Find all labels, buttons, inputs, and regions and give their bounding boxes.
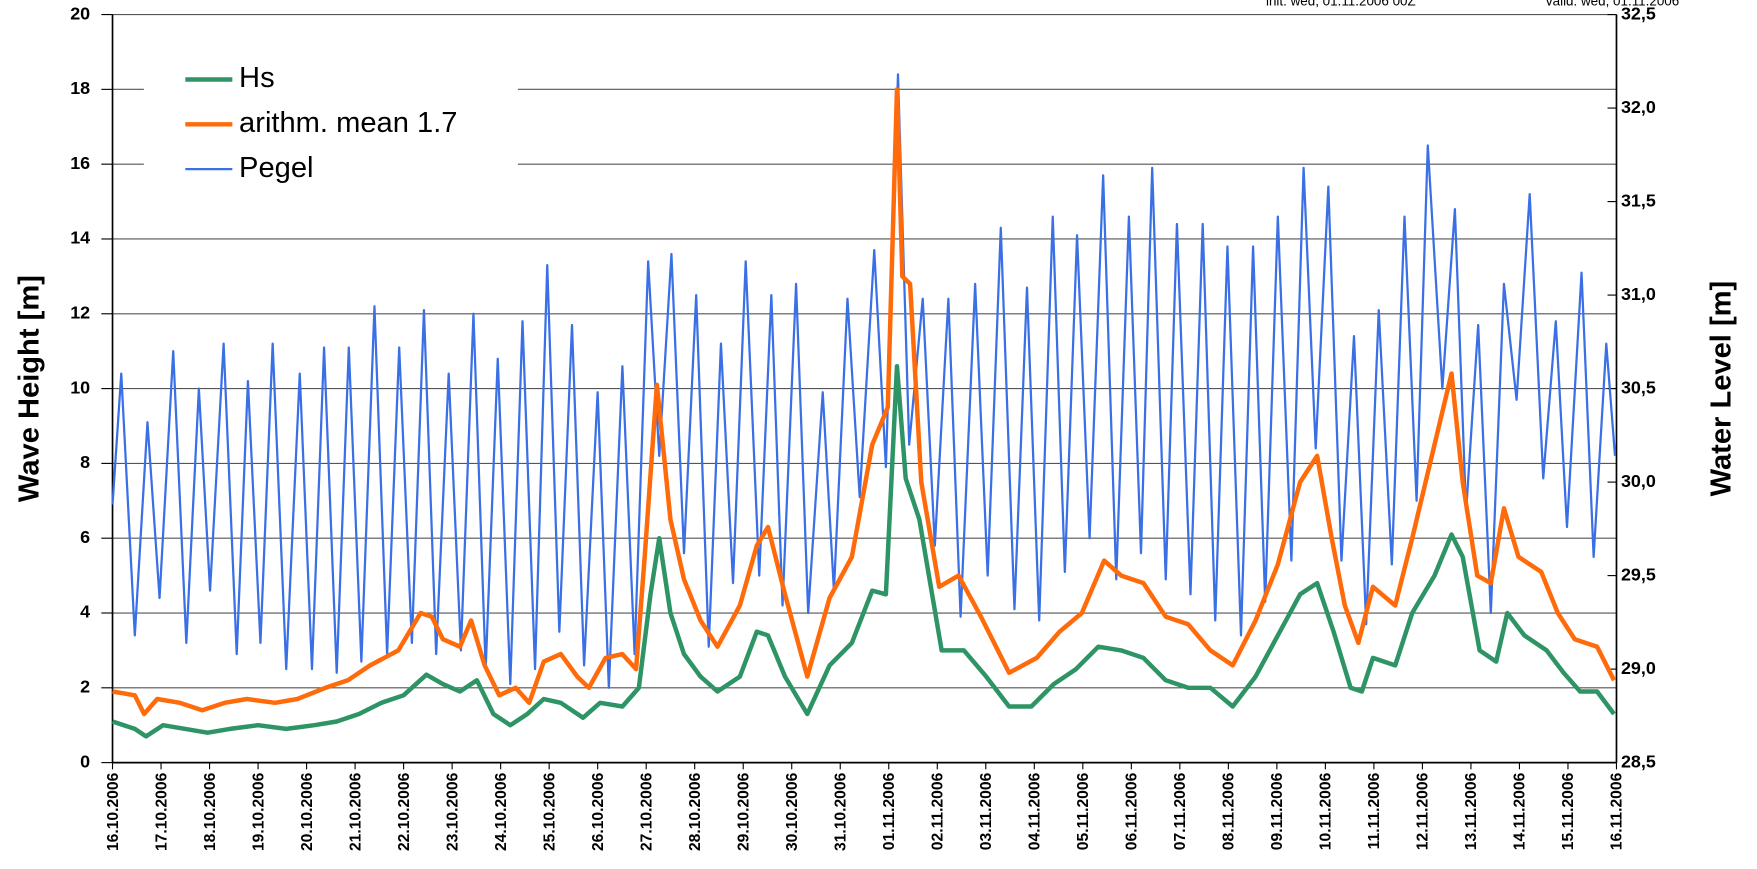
y-tick-label: 14 bbox=[70, 228, 90, 248]
x-tick-label: 09.11.2006 bbox=[1269, 772, 1286, 850]
y-tick-label: 8 bbox=[80, 452, 90, 472]
x-tick-label: 25.10.2006 bbox=[541, 772, 558, 851]
x-tick-label: 17.10.2006 bbox=[153, 772, 170, 851]
y2-tick-label: 28,5 bbox=[1621, 751, 1656, 771]
x-tick-label: 10.11.2006 bbox=[1318, 772, 1335, 850]
x-tick-label: 28.10.2006 bbox=[687, 772, 704, 851]
legend-label: arithm. mean 1.7 bbox=[239, 107, 457, 139]
y-tick-label: 12 bbox=[70, 303, 90, 323]
x-tick-label: 12.11.2006 bbox=[1415, 772, 1432, 850]
y-tick-label: 4 bbox=[80, 602, 90, 622]
y-tick-label: 16 bbox=[70, 153, 90, 173]
y2-tick-label: 31,5 bbox=[1621, 190, 1656, 210]
x-tick-label: 11.11.2006 bbox=[1366, 772, 1383, 849]
annotation: init: wed, 01.11.2006 00Z bbox=[1266, 0, 1416, 9]
y2-tick-label: 31,0 bbox=[1621, 284, 1656, 304]
y-tick-label: 18 bbox=[70, 78, 90, 98]
x-tick-label: 26.10.2006 bbox=[590, 772, 607, 851]
annotation: valid: wed, 01.11.2006 bbox=[1546, 0, 1679, 9]
x-tick-label: 14.11.2006 bbox=[1512, 772, 1529, 850]
y2-tick-label: 32,0 bbox=[1621, 97, 1656, 117]
x-tick-label: 16.10.2006 bbox=[105, 772, 122, 851]
y-axis-title: Wave Height [m] bbox=[14, 275, 46, 502]
y-tick-label: 6 bbox=[80, 527, 90, 547]
x-tick-label: 06.11.2006 bbox=[1124, 772, 1141, 850]
x-tick-label: 05.11.2006 bbox=[1075, 772, 1092, 850]
x-tick-label: 07.11.2006 bbox=[1172, 772, 1189, 850]
x-tick-label: 18.10.2006 bbox=[202, 772, 219, 851]
x-tick-label: 23.10.2006 bbox=[444, 772, 461, 851]
x-tick-label: 08.11.2006 bbox=[1221, 772, 1238, 850]
x-tick-label: 20.10.2006 bbox=[299, 772, 316, 851]
x-tick-label: 21.10.2006 bbox=[347, 772, 364, 851]
y-tick-label: 20 bbox=[70, 3, 90, 23]
y2-tick-label: 29,0 bbox=[1621, 658, 1656, 678]
legend-label: Hs bbox=[239, 62, 275, 94]
x-tick-label: 19.10.2006 bbox=[250, 772, 267, 851]
x-tick-label: 31.10.2006 bbox=[833, 772, 850, 851]
y2-tick-label: 32,5 bbox=[1621, 3, 1656, 23]
x-tick-label: 03.11.2006 bbox=[978, 772, 995, 850]
y2-tick-label: 29,5 bbox=[1621, 564, 1656, 584]
x-tick-label: 29.10.2006 bbox=[735, 772, 752, 851]
y2-axis-title: Water Level [m] bbox=[1706, 281, 1738, 497]
x-tick-label: 02.11.2006 bbox=[930, 772, 947, 850]
y2-tick-label: 30,5 bbox=[1621, 377, 1656, 397]
x-tick-label: 27.10.2006 bbox=[638, 772, 655, 851]
y2-tick-label: 30,0 bbox=[1621, 471, 1656, 491]
x-tick-label: 24.10.2006 bbox=[493, 772, 510, 851]
y-tick-label: 2 bbox=[80, 677, 90, 697]
series-line bbox=[111, 363, 1616, 739]
x-tick-label: 30.10.2006 bbox=[784, 772, 801, 851]
x-tick-label: 15.11.2006 bbox=[1560, 772, 1577, 850]
x-tick-label: 22.10.2006 bbox=[396, 772, 413, 851]
x-tick-label: 01.11.2006 bbox=[881, 772, 898, 850]
y-tick-label: 10 bbox=[70, 377, 90, 397]
legend: Hs arithm. mean 1.7 Pegel bbox=[143, 55, 518, 195]
x-tick-label: 13.11.2006 bbox=[1463, 772, 1480, 850]
series-line bbox=[111, 73, 1617, 689]
legend-label: Pegel bbox=[239, 152, 313, 184]
x-tick-label: 04.11.2006 bbox=[1027, 772, 1044, 850]
series-line bbox=[112, 87, 1617, 717]
x-tick-label: 16.11.2006 bbox=[1609, 772, 1626, 850]
y-tick-label: 0 bbox=[80, 751, 90, 771]
